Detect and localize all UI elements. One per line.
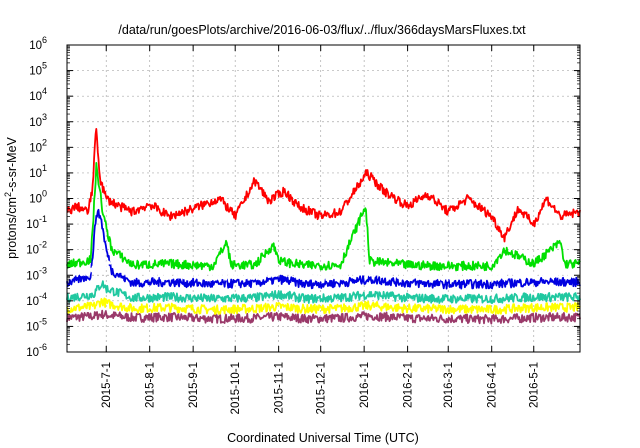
y-tick-label: 10-6 [26,342,47,359]
y-tick-exponent: -5 [39,316,47,326]
y-tick-label: 106 [29,35,47,52]
y-tick-exponent: 1 [42,163,47,173]
y-tick-exponent: 6 [42,35,47,45]
series-line-2 [66,280,581,304]
y-tick-label: 10-5 [26,316,47,333]
x-tick-label: 2015-10-1 [230,362,242,414]
y-tick-exponent: 3 [42,112,47,122]
y-tick-exponent: 4 [42,86,47,96]
y-tick-exponent: 5 [42,61,47,71]
y-tick-label: 104 [29,86,47,103]
y-axis-label-rest: -s-sr-MeV [5,136,19,192]
y-axis: 10-610-510-410-310-210-11001011021031041… [26,35,580,359]
x-tick-label: 2015-12-1 [316,362,328,414]
x-tick-label: 2015-7-1 [101,362,113,408]
y-tick-label: 102 [29,137,47,154]
x-tick-label: 2016-2-1 [403,362,415,408]
y-tick-label: 10-3 [26,265,47,282]
y-axis-label: protons/cm2-s-sr-MeV [3,136,19,258]
y-axis-label-superscript: 2 [3,192,13,197]
y-tick-label: 10-1 [26,214,47,231]
x-tick-label: 2015-8-1 [145,362,157,408]
y-tick-base: 10 [29,40,42,52]
y-tick-base: 10 [26,347,39,359]
y-tick-exponent: 2 [42,137,47,147]
series-line-4 [66,251,581,282]
y-tick-base: 10 [26,219,39,231]
y-tick-label: 101 [29,163,47,180]
y-tick-exponent: -1 [39,214,47,224]
x-tick-label: 2016-4-1 [487,362,499,408]
y-tick-exponent: -6 [39,342,47,352]
series-layer [66,128,581,325]
y-tick-label: 103 [29,112,47,129]
y-tick-base: 10 [26,321,39,333]
y-tick-label: 10-4 [26,291,47,308]
x-tick-label: 2015-9-1 [188,362,200,408]
y-tick-base: 10 [29,91,42,103]
series-line-0 [66,309,581,325]
y-tick-exponent: 0 [42,189,47,199]
y-axis-label-base: protons/cm [5,197,19,259]
y-tick-exponent: -3 [39,265,47,275]
y-tick-base: 10 [26,270,39,282]
x-axis: 2015-7-1 2015-8-1 2015-9-1 2015-10-1 2015-11… [101,45,541,414]
series-line-5 [66,162,581,272]
y-tick-label: 105 [29,61,47,78]
x-tick-label: 2016-1-1 [359,362,371,408]
x-tick-label: 2016-3-1 [443,362,455,408]
y-tick-exponent: -2 [39,240,47,250]
y-tick-base: 10 [29,66,42,78]
series-line-6 [66,128,581,243]
y-tick-exponent: -4 [39,291,47,301]
x-axis-label: Coordinated Universal Time (UTC) [227,431,419,445]
series-line-1 [66,297,581,315]
y-tick-base: 10 [29,117,42,129]
y-tick-base: 10 [29,194,42,206]
y-tick-base: 10 [26,245,39,257]
y-tick-base: 10 [29,168,42,180]
y-tick-base: 10 [29,142,42,154]
x-tick-label: 2015-11-1 [274,362,286,414]
y-tick-label: 100 [29,189,47,206]
y-tick-label: 10-2 [26,240,47,257]
series-line-3 [66,208,581,290]
chart-title: /data/run/goesPlots/archive/2016-06-03/f… [118,23,526,37]
y-tick-base: 10 [26,296,39,308]
x-tick-label: 2016-5-1 [529,362,541,408]
